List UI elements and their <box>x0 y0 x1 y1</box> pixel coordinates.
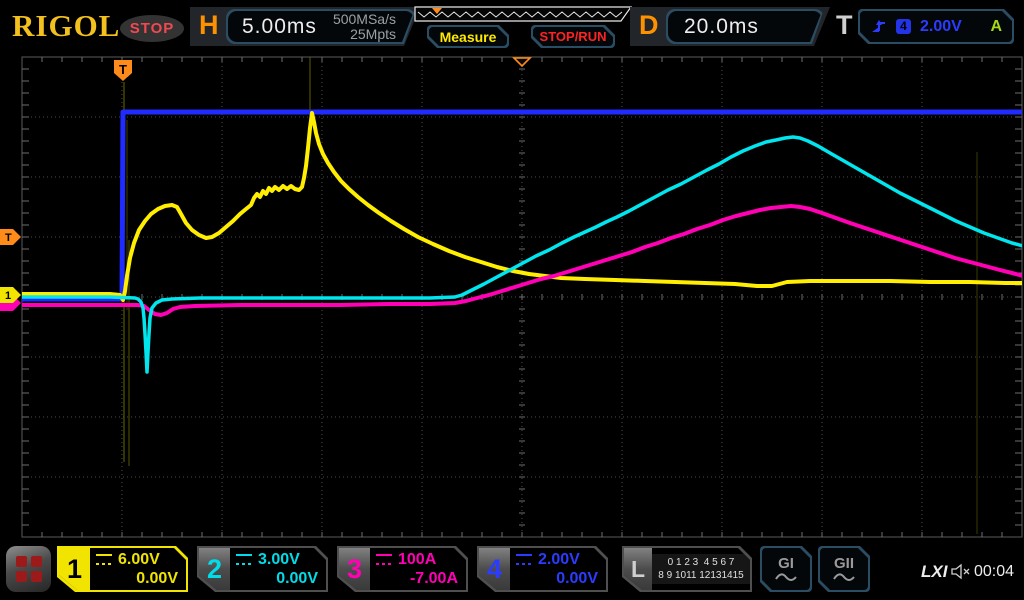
ch1-offset: 0.00V <box>136 570 178 587</box>
logic-row-1: 0 1 2 3 4 5 6 7 <box>667 557 735 568</box>
ch3-offset: -7.00A <box>409 570 458 587</box>
ch4-offset: 0.00V <box>556 570 598 587</box>
gen2-button[interactable]: GII <box>818 546 870 592</box>
ch3-scale: 100A <box>398 551 437 568</box>
stop-run-button[interactable]: STOP/RUN <box>531 25 615 48</box>
lxi-logo: LXI <box>921 562 948 581</box>
channel-marker-1[interactable]: 1 <box>0 287 21 303</box>
channel-3-box[interactable]: 3 100A -7.00A <box>337 546 468 592</box>
ch4-scale: 2.00V <box>538 551 580 568</box>
gen2-sine-icon <box>832 571 856 582</box>
trigger-level-value: 2.00V <box>920 17 962 35</box>
channel-2-box[interactable]: 2 3.00V 0.00V <box>197 546 328 592</box>
trace-ch2 <box>22 135 1022 374</box>
svg-text:1: 1 <box>5 290 11 302</box>
trace-ch3 <box>22 204 1022 317</box>
memory-position-indicator <box>414 6 633 22</box>
channel-3-number: 3 <box>339 548 370 590</box>
trigger-position-marker[interactable]: T <box>114 60 132 81</box>
trigger-level-marker[interactable]: T <box>0 229 21 245</box>
top-status-bar: RIGOL STOP H 5.00ms 500MSa/s 25Mpts Meas… <box>0 0 1024 50</box>
gen1-sine-icon <box>774 571 798 582</box>
bottom-status-bar: 1 6.00V 0.00V 2 3.00V 0.00V 3 100A -7.00 <box>0 543 1024 600</box>
ch2-coupling-icon <box>236 554 252 565</box>
run-state-badge: STOP <box>120 15 184 42</box>
graticule <box>21 56 1023 538</box>
measure-label: Measure <box>439 28 497 45</box>
svg-text:T: T <box>5 232 12 244</box>
stop-run-label: STOP/RUN <box>539 29 607 44</box>
trigger-source-badge: 4 <box>896 19 911 34</box>
delay-value: 20.0ms <box>684 14 759 38</box>
horizontal-ref-marker <box>512 57 532 68</box>
clock: 00:04 <box>974 563 1015 580</box>
channel-1-number: 1 <box>59 548 90 590</box>
logic-row-2: 8 9 1011 12131415 <box>658 570 744 581</box>
channel-4-number: 4 <box>479 548 510 590</box>
channel-1-box[interactable]: 1 6.00V 0.00V <box>57 546 188 592</box>
measure-button[interactable]: Measure <box>427 25 509 48</box>
ch3-coupling-icon <box>376 554 392 565</box>
ch4-coupling-icon <box>516 554 532 565</box>
logic-label: L <box>624 548 652 590</box>
ch1-scale: 6.00V <box>118 551 160 568</box>
ch1-coupling-icon <box>96 554 112 565</box>
trace-ch1 <box>22 111 1022 302</box>
ch2-scale: 3.00V <box>258 551 300 568</box>
gen1-label: GI <box>778 555 794 572</box>
sample-rate: 500MSa/s 25Mpts <box>332 10 396 42</box>
trace-ch4 <box>22 109 1022 302</box>
channel-4-box[interactable]: 4 2.00V 0.00V <box>477 546 608 592</box>
trigger-slope-icon <box>870 19 887 35</box>
trigger-box[interactable]: 4 2.00V A <box>858 9 1014 44</box>
logic-channels-box[interactable]: L 0 1 2 3 4 5 6 7 8 9 1011 12131415 <box>622 546 752 592</box>
svg-text:T: T <box>119 62 127 77</box>
gen2-label: GII <box>833 555 854 572</box>
rigol-logo: RIGOL <box>12 8 121 43</box>
gen1-button[interactable]: GI <box>760 546 812 592</box>
timebase-box[interactable]: 5.00ms 500MSa/s 25Mpts <box>226 9 416 44</box>
speaker-muted-icon <box>951 563 970 580</box>
trigger-mode: A <box>990 17 1002 35</box>
delay-box[interactable]: 20.0ms <box>666 9 824 44</box>
trigger-label: T <box>836 10 853 40</box>
ch2-offset: 0.00V <box>276 570 318 587</box>
menu-grid-icon <box>15 556 42 582</box>
horizontal-label: H <box>199 10 219 40</box>
timebase-value: 5.00ms <box>242 14 317 38</box>
menu-button[interactable] <box>6 546 51 592</box>
delay-label: D <box>639 10 659 40</box>
waveforms <box>22 57 1022 534</box>
channel-2-number: 2 <box>199 548 230 590</box>
